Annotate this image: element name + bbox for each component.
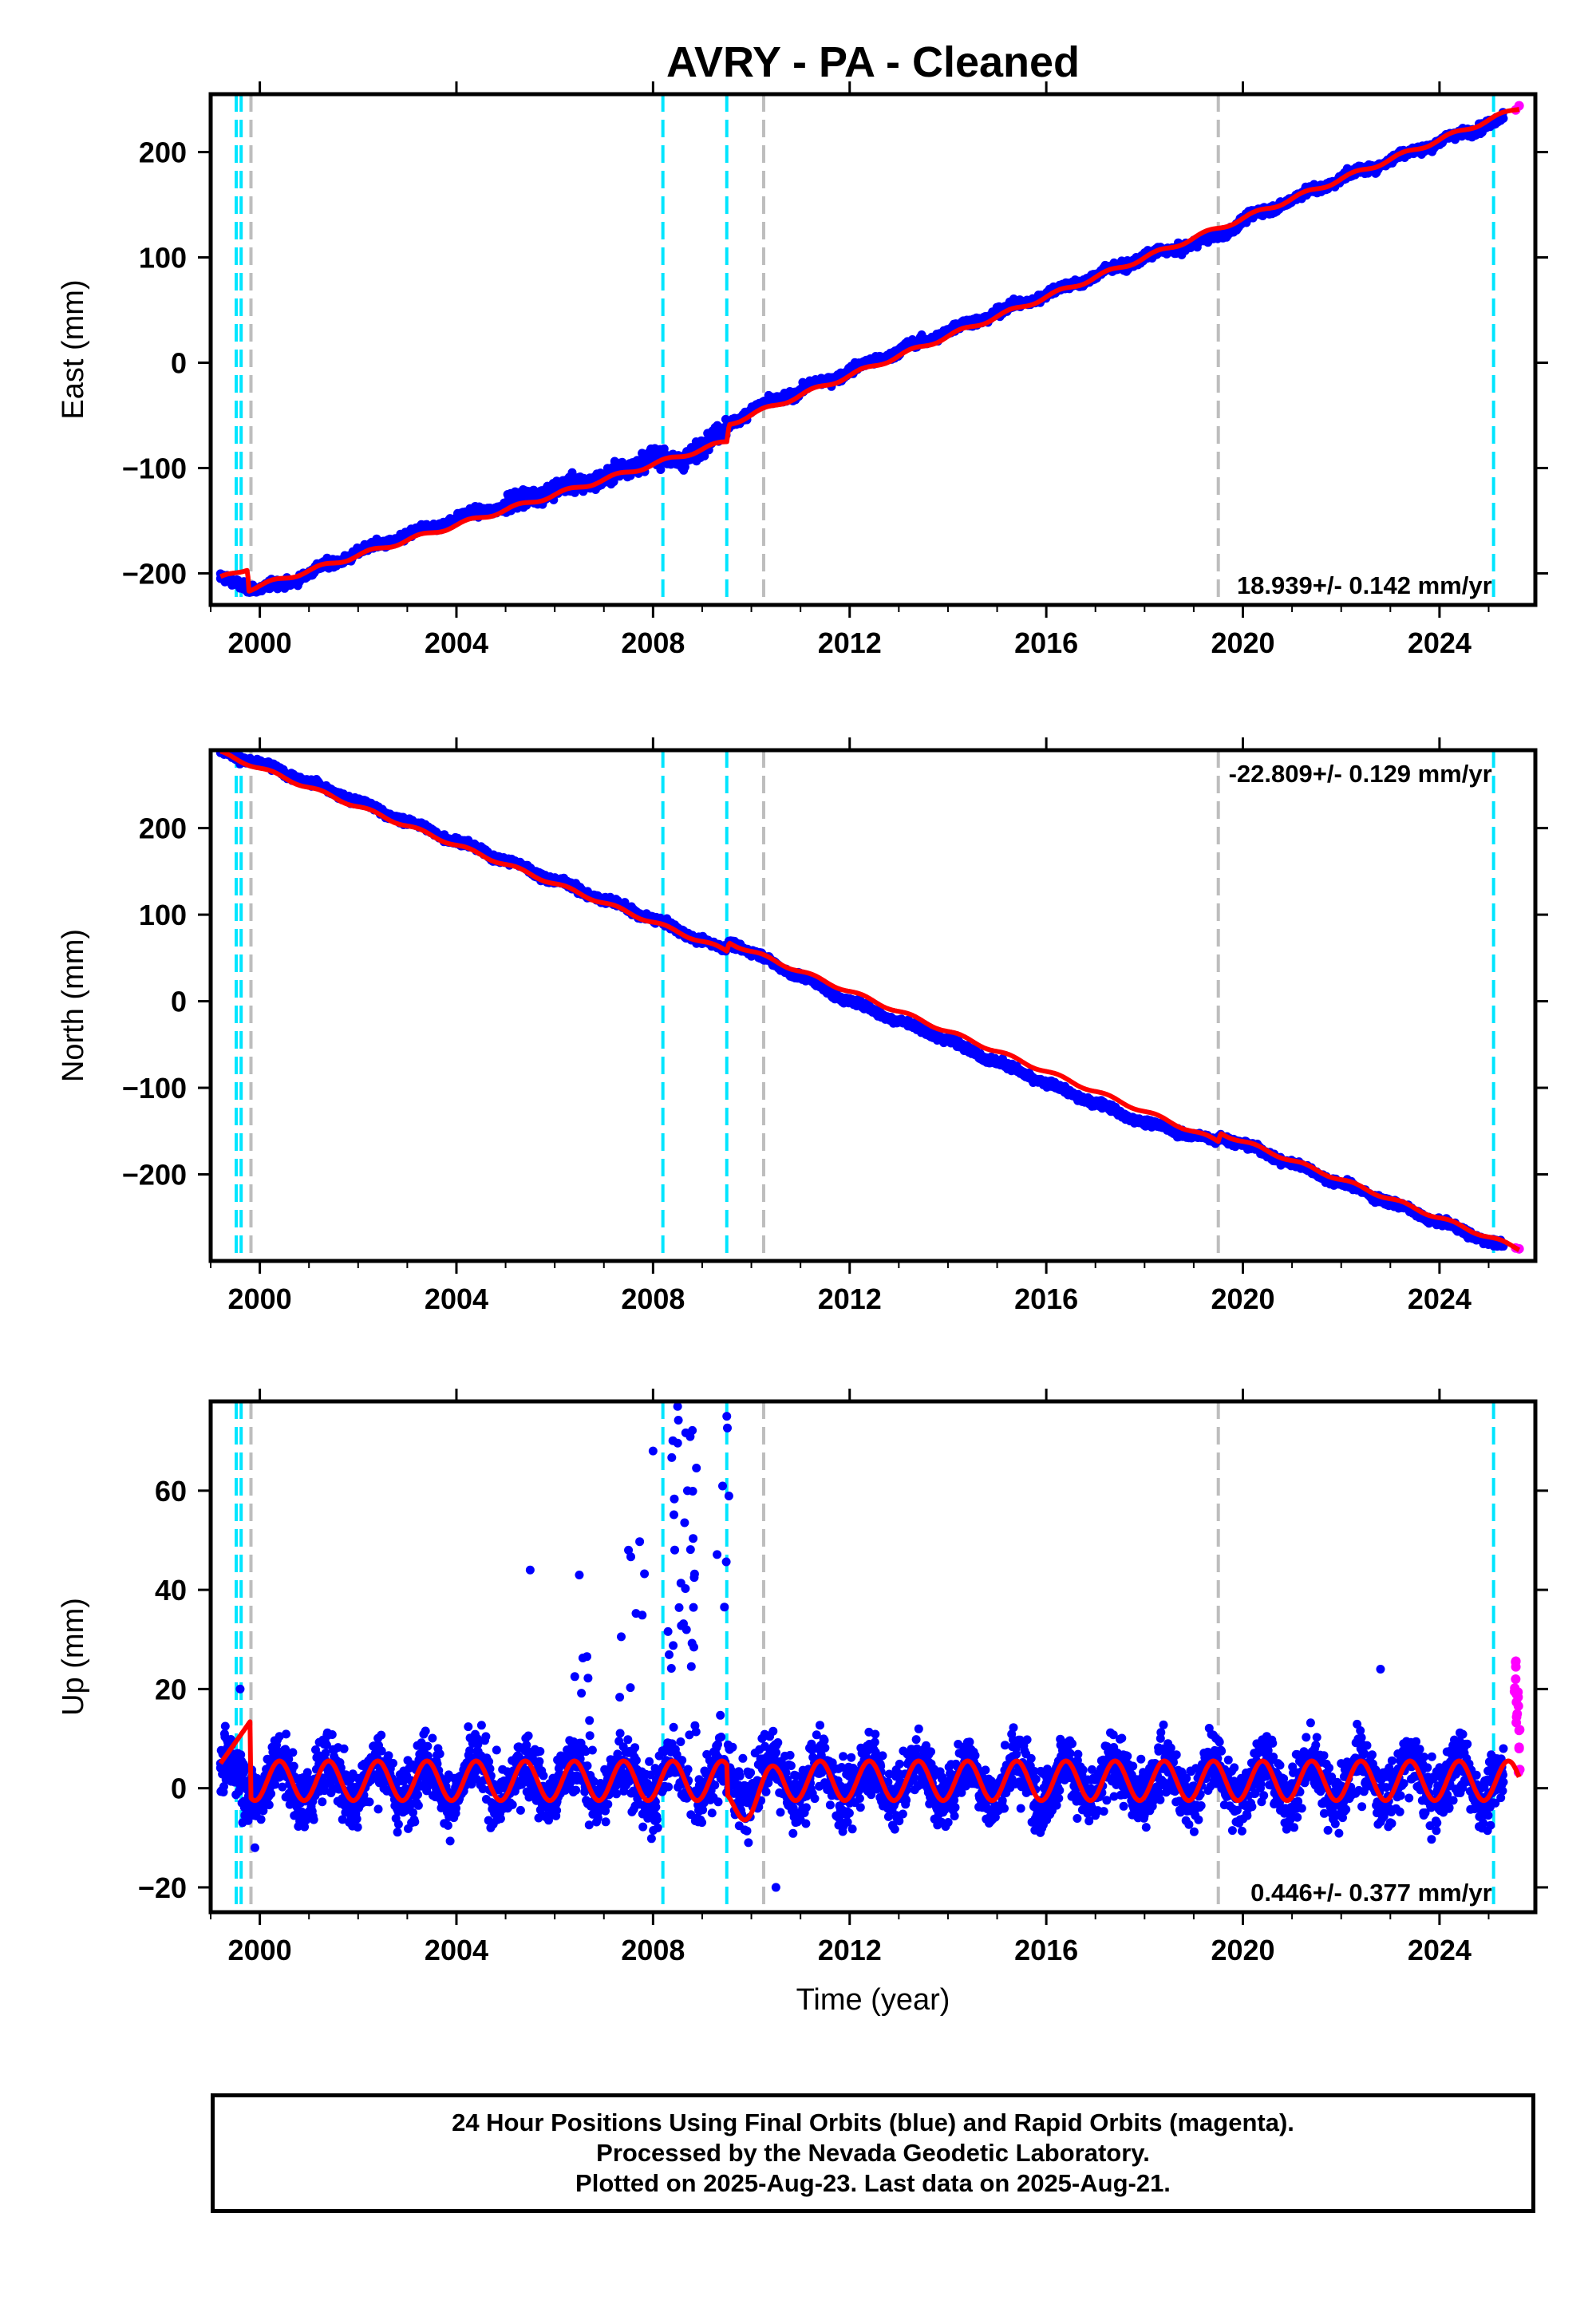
x-tick-label: 2024 <box>1408 626 1472 659</box>
x-tick-label: 2000 <box>228 626 292 659</box>
east-data-point <box>648 451 658 460</box>
east-data-point <box>712 432 721 441</box>
x-tick-label: 2008 <box>621 626 685 659</box>
east-data-point <box>279 579 289 589</box>
y-tick-label: 100 <box>139 242 187 275</box>
chart-title: AVRY - PA - Cleaned <box>666 38 1080 86</box>
x-tick-label: 2012 <box>818 626 882 659</box>
north-final-orbit-points <box>215 750 1508 1251</box>
east-model-line <box>219 107 1521 594</box>
x-tick-label: 2020 <box>1211 626 1274 659</box>
x-tick-label: 2016 <box>1014 626 1078 659</box>
y-tick-label: −200 <box>122 557 187 590</box>
east-data-point <box>567 468 577 477</box>
east-axes-frame <box>208 92 1538 607</box>
y-tick-label: 0 <box>171 346 187 379</box>
east-data-point <box>673 458 682 468</box>
east-data-point <box>452 514 461 524</box>
x-tick-label: 2004 <box>425 626 488 659</box>
east-final-orbit-points <box>215 108 1508 597</box>
y-tick-label: −100 <box>122 452 187 484</box>
panel-east: 2000 2004 2008 2012 2016 2020 2024 −200 −100 0 100… <box>57 81 1548 659</box>
east-velocity-annotation: 18.939+/- 0.142 mm/yr <box>1237 571 1492 599</box>
east-data-point <box>656 465 666 474</box>
north-plot-area <box>215 750 1524 1261</box>
east-data-point <box>1499 113 1508 123</box>
y-tick-label: 200 <box>139 136 187 169</box>
east-data-point <box>1214 231 1223 241</box>
east-plot-area <box>215 94 1524 605</box>
east-y-axis-label: East (mm) <box>57 279 90 419</box>
panel-north: 2000 2004 2008 2012 2016 2020 2024−200−1000100… <box>57 737 1548 1315</box>
